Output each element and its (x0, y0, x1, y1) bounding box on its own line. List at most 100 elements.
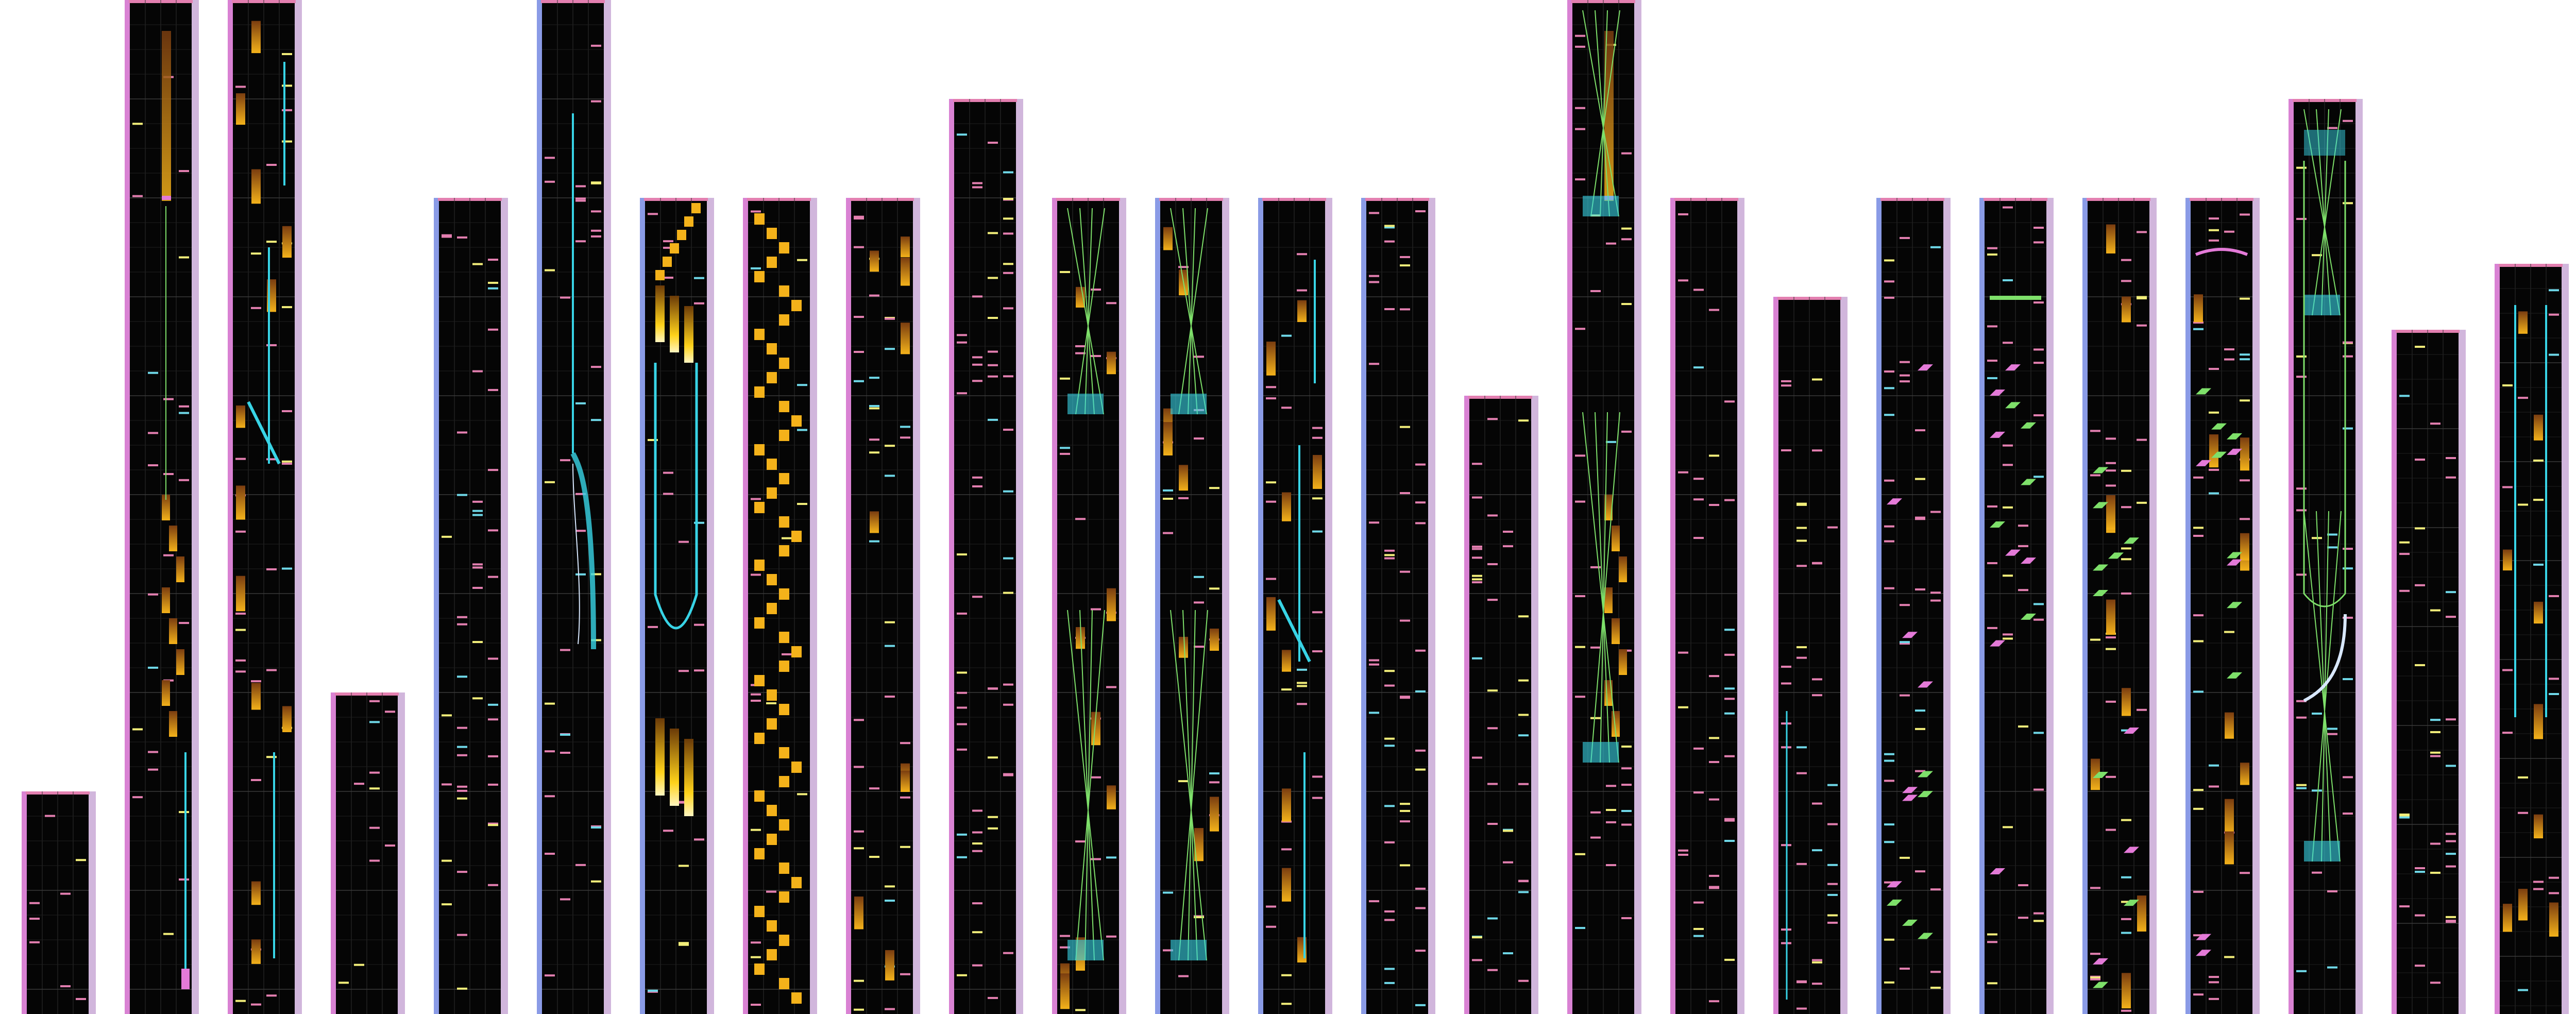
tap-note (1163, 532, 1173, 534)
tap-note (797, 503, 807, 505)
tap-note (1266, 397, 1276, 400)
tap-note (545, 974, 555, 977)
tap-note (1621, 784, 1632, 786)
tap-note (988, 350, 998, 353)
tap-note (1384, 968, 1395, 970)
hold-note (1282, 492, 1291, 521)
tap-note (1678, 853, 1688, 856)
hold-note (779, 863, 789, 874)
tap-note (2106, 462, 2116, 464)
tap-note (1400, 426, 1410, 428)
hold-note (1107, 785, 1116, 809)
hold-note (2549, 902, 2558, 937)
tap-note (2033, 414, 2044, 417)
tap-note (1693, 537, 1704, 539)
tap-note (694, 302, 704, 305)
tap-note (1709, 798, 1719, 801)
tap-note (1884, 370, 1894, 373)
hold-note (870, 250, 879, 272)
hold-note (1266, 597, 1276, 631)
tap-note (266, 344, 277, 346)
tap-note (1384, 919, 1395, 921)
tap-note (1266, 905, 1276, 908)
hold-note (169, 711, 177, 737)
tap-note (1884, 881, 1894, 884)
arc-line (1188, 208, 1196, 415)
tap-note (1384, 308, 1395, 310)
hold-note (162, 31, 171, 201)
hold-note (779, 473, 789, 484)
tap-note (2312, 789, 2322, 792)
tap-note (1518, 419, 1529, 422)
tap-note (1693, 935, 1704, 937)
tap-note (1575, 107, 1585, 109)
tap-note (2033, 362, 2044, 364)
hold-note (2534, 414, 2543, 441)
tap-note (2327, 533, 2337, 536)
tap-note (385, 711, 395, 713)
chart-frame-left (1773, 297, 1778, 1014)
tap-note (2137, 297, 2147, 300)
tap-note (972, 182, 982, 184)
tap-note (2502, 384, 2513, 386)
tap-note (2240, 358, 2250, 361)
tap-note (1400, 264, 1410, 267)
tap-note (1812, 678, 1822, 681)
tap-note (2327, 127, 2337, 129)
tap-note (132, 796, 143, 799)
tap-note (1003, 263, 1013, 265)
hold-note (1107, 351, 1116, 375)
tap-note (1369, 281, 1379, 283)
slide-note (1990, 521, 2005, 528)
tap-note (2502, 669, 2513, 671)
tap-note (179, 256, 189, 259)
chart-column (1567, 0, 1641, 1014)
tap-note (1915, 728, 1925, 730)
tap-note (869, 856, 879, 858)
tap-note (1369, 363, 1379, 365)
tap-note (1487, 969, 1498, 971)
tap-note (2209, 411, 2219, 414)
tap-note (1900, 604, 1910, 606)
tap-note (1724, 712, 1735, 715)
tap-note (1178, 266, 1189, 268)
tap-note (1281, 1003, 1292, 1005)
hold-note (767, 920, 777, 932)
tap-note (1884, 981, 1894, 984)
tap-note (1797, 539, 1807, 542)
tap-note (2399, 816, 2410, 819)
tap-note (957, 133, 967, 136)
tap-note (2003, 342, 2013, 344)
tap-note (2533, 499, 2544, 501)
tap-note (2296, 716, 2307, 719)
chart-frame-left (331, 692, 336, 1014)
arc-end (1171, 394, 1207, 414)
chart-frame-right (398, 692, 405, 1014)
tap-note (1621, 238, 1632, 241)
tap-note (1575, 35, 1585, 37)
tap-note (1194, 576, 1204, 578)
tap-note (1915, 588, 1925, 590)
tap-note (575, 185, 586, 188)
hold-note (791, 531, 802, 542)
slide-note (1918, 791, 1933, 798)
tap-note (29, 918, 40, 920)
tap-note (1487, 599, 1498, 601)
tap-note (957, 671, 967, 674)
tap-note (2033, 476, 2044, 478)
hold-note (854, 896, 863, 930)
tap-note (2446, 476, 2456, 479)
tap-note (988, 816, 998, 818)
arc-end (2304, 295, 2340, 315)
tap-note (1415, 950, 1426, 952)
tap-note (2193, 321, 2204, 324)
tap-note (457, 623, 467, 626)
tap-note (957, 553, 967, 556)
tap-note (163, 933, 174, 935)
tap-note (1091, 608, 1101, 611)
tap-note (1266, 481, 1276, 484)
tap-note (2446, 718, 2456, 721)
tap-note (2343, 812, 2353, 815)
hold-note (1179, 636, 1188, 658)
tap-note (45, 815, 55, 817)
